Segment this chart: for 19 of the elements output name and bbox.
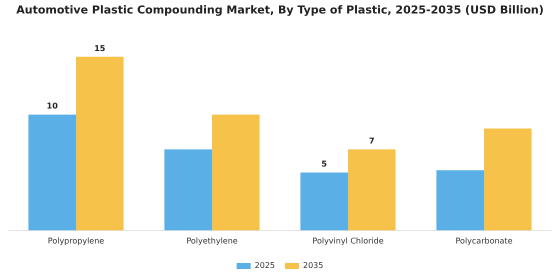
x-tick-label: Polyvinyl Chloride (312, 236, 384, 246)
data-label: 5 (321, 160, 328, 169)
data-label: 7 (369, 136, 375, 146)
legend-label: 2035 (303, 261, 324, 270)
data-label: 15 (94, 44, 106, 53)
data-label: 10 (46, 102, 58, 111)
bar (76, 56, 124, 230)
x-tick-label: Polycarbonate (456, 236, 513, 246)
chart-title: Automotive Plastic Compounding Market, By Type of Plastic, 2025-2035 (USD Billion) (16, 3, 544, 16)
bar (436, 170, 484, 230)
bar (484, 128, 532, 230)
bar (28, 114, 76, 230)
bar (300, 172, 348, 230)
bar (212, 114, 260, 230)
legend-label: 2025 (254, 261, 275, 270)
x-tick-label: Polypropylene (48, 236, 104, 246)
bar (348, 149, 396, 230)
bar (164, 149, 212, 230)
x-tick-label: Polyethylene (186, 236, 238, 246)
